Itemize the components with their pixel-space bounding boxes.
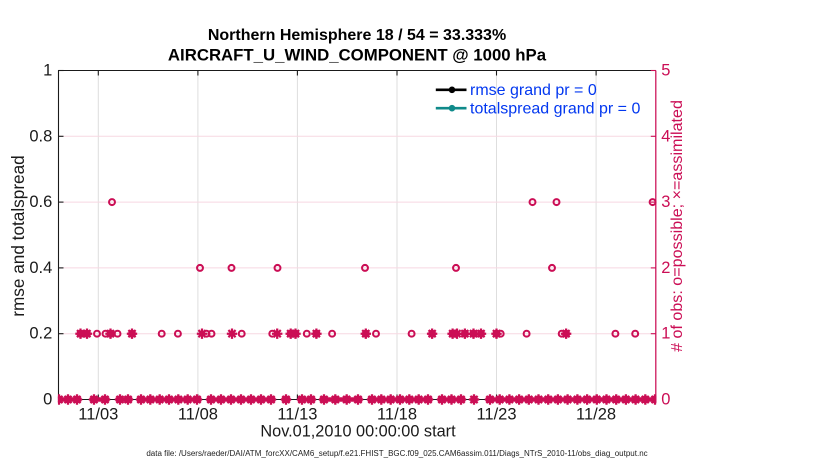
svg-text:11/18: 11/18: [377, 405, 417, 423]
svg-text:rmse and totalspread: rmse and totalspread: [8, 155, 28, 316]
svg-text:rmse grand pr = 0: rmse grand pr = 0: [470, 82, 597, 99]
svg-text:AIRCRAFT_U_WIND_COMPONENT @ 10: AIRCRAFT_U_WIND_COMPONENT @ 1000 hPa: [168, 46, 547, 65]
svg-text:data file: /Users/raeder/DAI/A: data file: /Users/raeder/DAI/ATM_forcXX/…: [146, 449, 647, 458]
svg-text:11/23: 11/23: [476, 405, 516, 423]
svg-text:Nov.01,2010 00:00:00 start: Nov.01,2010 00:00:00 start: [260, 423, 456, 441]
svg-text:11/13: 11/13: [277, 405, 317, 423]
svg-text:Northern Hemisphere 18 / 54 =: Northern Hemisphere 18 / 54 = 33.333%: [208, 27, 506, 44]
svg-text:# of obs: o=possible; ×=assimi: # of obs: o=possible; ×=assimilated: [668, 100, 686, 352]
svg-text:1: 1: [661, 325, 670, 343]
svg-text:3: 3: [661, 193, 670, 211]
svg-text:11/03: 11/03: [78, 405, 118, 423]
svg-text:5: 5: [661, 62, 670, 80]
svg-text:totalspread grand pr = 0: totalspread grand pr = 0: [470, 100, 640, 117]
svg-text:4: 4: [661, 127, 670, 145]
svg-text:0.6: 0.6: [29, 193, 52, 211]
svg-text:1: 1: [43, 62, 52, 80]
svg-text:11/28: 11/28: [576, 405, 616, 423]
svg-text:0: 0: [661, 391, 670, 409]
svg-text:0: 0: [43, 391, 52, 409]
svg-text:11/08: 11/08: [178, 405, 218, 423]
svg-text:2: 2: [661, 259, 670, 277]
svg-text:0.2: 0.2: [29, 325, 52, 343]
svg-text:0.8: 0.8: [29, 127, 52, 145]
svg-text:0.4: 0.4: [29, 259, 52, 277]
